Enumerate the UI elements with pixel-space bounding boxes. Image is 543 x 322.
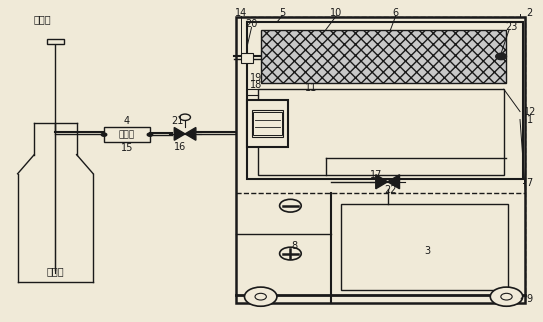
Text: 3: 3 [424,246,430,256]
FancyBboxPatch shape [261,30,507,83]
Text: 20: 20 [245,19,258,29]
Circle shape [147,133,153,136]
FancyBboxPatch shape [340,204,508,290]
Text: 15: 15 [121,143,133,153]
Polygon shape [376,175,388,189]
Circle shape [102,133,107,136]
FancyBboxPatch shape [236,17,526,303]
Text: 10: 10 [330,7,343,18]
Polygon shape [174,128,185,140]
Polygon shape [388,175,400,189]
Text: 16: 16 [174,142,186,152]
Circle shape [255,293,267,300]
Text: 12: 12 [523,107,536,117]
Text: 14: 14 [235,7,247,18]
Text: 8: 8 [292,241,298,251]
Text: 2: 2 [527,7,533,18]
Circle shape [244,287,277,306]
Text: 6: 6 [393,7,399,18]
Text: 11: 11 [305,82,317,93]
Circle shape [496,53,507,60]
Text: 7: 7 [527,178,533,188]
Circle shape [490,287,523,306]
Circle shape [280,199,301,212]
Circle shape [280,247,301,260]
Text: 液氮罐: 液氮罐 [47,266,64,276]
Text: 9: 9 [527,294,533,304]
Polygon shape [185,128,196,140]
Text: 22: 22 [384,185,396,195]
FancyBboxPatch shape [241,53,252,63]
Text: 21: 21 [171,116,184,126]
FancyBboxPatch shape [247,100,288,147]
Text: 1: 1 [527,115,533,125]
Text: 23: 23 [506,22,518,32]
Text: 18: 18 [250,80,262,90]
Circle shape [180,114,191,120]
FancyBboxPatch shape [47,39,64,44]
FancyBboxPatch shape [252,111,282,136]
Text: 过滤器: 过滤器 [119,130,135,139]
FancyBboxPatch shape [104,128,150,142]
FancyBboxPatch shape [247,22,523,179]
Text: 17: 17 [370,170,382,180]
FancyBboxPatch shape [258,89,504,175]
Text: 液氮泵: 液氮泵 [33,14,50,24]
Text: 5: 5 [279,7,286,18]
Circle shape [501,293,512,300]
Text: 4: 4 [124,116,130,126]
Text: 19: 19 [250,73,262,83]
FancyBboxPatch shape [251,110,283,137]
